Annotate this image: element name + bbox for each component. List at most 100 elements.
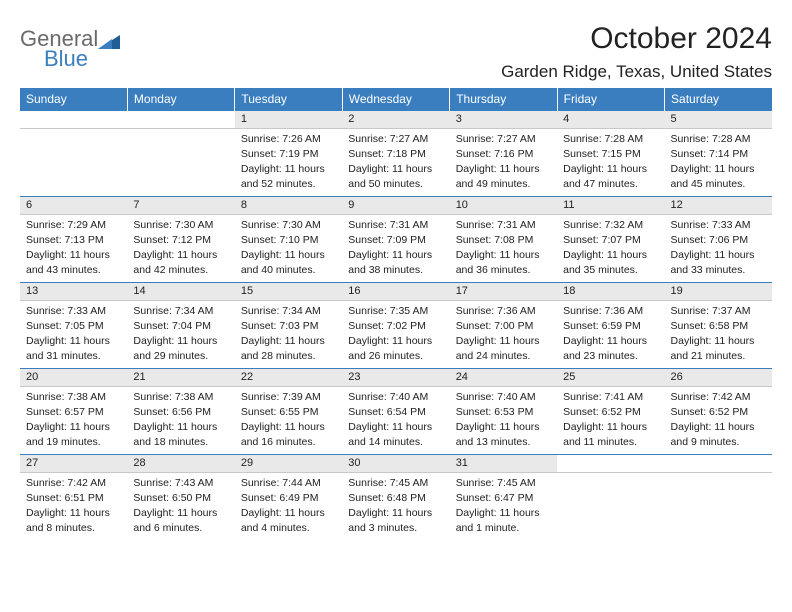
daylight-line: Daylight: 11 hours and 29 minutes. (133, 334, 228, 362)
weekday-header: Wednesday (342, 88, 449, 111)
day-number-row: 20212223242526 (20, 369, 772, 387)
day-number-row: 12345 (20, 111, 772, 129)
sunset-line: Sunset: 7:09 PM (348, 233, 443, 247)
day-body-cell (127, 129, 234, 197)
daylight-line: Daylight: 11 hours and 3 minutes. (348, 506, 443, 534)
day-body-cell: Sunrise: 7:34 AMSunset: 7:03 PMDaylight:… (235, 301, 342, 369)
day-body-cell: Sunrise: 7:40 AMSunset: 6:54 PMDaylight:… (342, 387, 449, 455)
day-number-cell: 31 (450, 455, 557, 473)
sunset-line: Sunset: 6:47 PM (456, 491, 551, 505)
sunset-line: Sunset: 6:48 PM (348, 491, 443, 505)
sunrise-line: Sunrise: 7:28 AM (563, 132, 658, 146)
day-number-cell: 30 (342, 455, 449, 473)
sunrise-line: Sunrise: 7:44 AM (241, 476, 336, 490)
daylight-line: Daylight: 11 hours and 6 minutes. (133, 506, 228, 534)
day-number-cell: 26 (665, 369, 772, 387)
sunset-line: Sunset: 6:53 PM (456, 405, 551, 419)
sunrise-line: Sunrise: 7:42 AM (671, 390, 766, 404)
sunset-line: Sunset: 7:13 PM (26, 233, 121, 247)
sunset-line: Sunset: 7:07 PM (563, 233, 658, 247)
sunrise-line: Sunrise: 7:43 AM (133, 476, 228, 490)
day-number-cell: 6 (20, 197, 127, 215)
day-body-cell: Sunrise: 7:27 AMSunset: 7:16 PMDaylight:… (450, 129, 557, 197)
day-body-cell: Sunrise: 7:40 AMSunset: 6:53 PMDaylight:… (450, 387, 557, 455)
daylight-line: Daylight: 11 hours and 18 minutes. (133, 420, 228, 448)
day-number-cell: 24 (450, 369, 557, 387)
daylight-line: Daylight: 11 hours and 1 minute. (456, 506, 551, 534)
day-number-cell: 12 (665, 197, 772, 215)
day-body-cell (20, 129, 127, 197)
day-number-cell: 23 (342, 369, 449, 387)
daylight-line: Daylight: 11 hours and 23 minutes. (563, 334, 658, 362)
day-body-cell: Sunrise: 7:39 AMSunset: 6:55 PMDaylight:… (235, 387, 342, 455)
sunrise-line: Sunrise: 7:34 AM (133, 304, 228, 318)
sunset-line: Sunset: 7:04 PM (133, 319, 228, 333)
sunrise-line: Sunrise: 7:35 AM (348, 304, 443, 318)
daylight-line: Daylight: 11 hours and 24 minutes. (456, 334, 551, 362)
daylight-line: Daylight: 11 hours and 13 minutes. (456, 420, 551, 448)
day-body-cell (665, 473, 772, 541)
sunrise-line: Sunrise: 7:36 AM (456, 304, 551, 318)
sunrise-line: Sunrise: 7:29 AM (26, 218, 121, 232)
day-body-cell: Sunrise: 7:35 AMSunset: 7:02 PMDaylight:… (342, 301, 449, 369)
day-number-cell: 22 (235, 369, 342, 387)
day-number-cell: 15 (235, 283, 342, 301)
sunrise-line: Sunrise: 7:32 AM (563, 218, 658, 232)
sunset-line: Sunset: 6:54 PM (348, 405, 443, 419)
sunrise-line: Sunrise: 7:27 AM (456, 132, 551, 146)
daylight-line: Daylight: 11 hours and 42 minutes. (133, 248, 228, 276)
day-number-cell (557, 455, 664, 473)
day-number-cell: 1 (235, 111, 342, 129)
daylight-line: Daylight: 11 hours and 33 minutes. (671, 248, 766, 276)
day-body-cell: Sunrise: 7:30 AMSunset: 7:10 PMDaylight:… (235, 215, 342, 283)
sunrise-line: Sunrise: 7:45 AM (348, 476, 443, 490)
sunset-line: Sunset: 6:49 PM (241, 491, 336, 505)
sunrise-line: Sunrise: 7:27 AM (348, 132, 443, 146)
daylight-line: Daylight: 11 hours and 26 minutes. (348, 334, 443, 362)
sunrise-line: Sunrise: 7:42 AM (26, 476, 121, 490)
day-number-row: 6789101112 (20, 197, 772, 215)
sunset-line: Sunset: 6:55 PM (241, 405, 336, 419)
day-number-cell: 7 (127, 197, 234, 215)
day-body-cell: Sunrise: 7:38 AMSunset: 6:56 PMDaylight:… (127, 387, 234, 455)
sunrise-line: Sunrise: 7:31 AM (348, 218, 443, 232)
day-body-cell: Sunrise: 7:31 AMSunset: 7:09 PMDaylight:… (342, 215, 449, 283)
sunrise-line: Sunrise: 7:37 AM (671, 304, 766, 318)
sunset-line: Sunset: 6:58 PM (671, 319, 766, 333)
daylight-line: Daylight: 11 hours and 11 minutes. (563, 420, 658, 448)
day-number-cell: 11 (557, 197, 664, 215)
daylight-line: Daylight: 11 hours and 8 minutes. (26, 506, 121, 534)
weekday-header: Friday (557, 88, 664, 111)
day-body-row: Sunrise: 7:33 AMSunset: 7:05 PMDaylight:… (20, 301, 772, 369)
day-number-cell (20, 111, 127, 129)
sunrise-line: Sunrise: 7:30 AM (241, 218, 336, 232)
day-number-row: 13141516171819 (20, 283, 772, 301)
sunset-line: Sunset: 7:15 PM (563, 147, 658, 161)
daylight-line: Daylight: 11 hours and 36 minutes. (456, 248, 551, 276)
day-body-cell (557, 473, 664, 541)
day-body-cell: Sunrise: 7:33 AMSunset: 7:06 PMDaylight:… (665, 215, 772, 283)
sunset-line: Sunset: 7:00 PM (456, 319, 551, 333)
weekday-header: Sunday (20, 88, 127, 111)
weekday-header: Tuesday (235, 88, 342, 111)
day-number-cell (127, 111, 234, 129)
sunset-line: Sunset: 7:03 PM (241, 319, 336, 333)
day-body-cell: Sunrise: 7:38 AMSunset: 6:57 PMDaylight:… (20, 387, 127, 455)
day-body-cell: Sunrise: 7:28 AMSunset: 7:15 PMDaylight:… (557, 129, 664, 197)
sunrise-line: Sunrise: 7:40 AM (348, 390, 443, 404)
sunrise-line: Sunrise: 7:33 AM (671, 218, 766, 232)
brand-triangle-icon (98, 32, 120, 50)
day-body-cell: Sunrise: 7:30 AMSunset: 7:12 PMDaylight:… (127, 215, 234, 283)
sunset-line: Sunset: 7:05 PM (26, 319, 121, 333)
sunset-line: Sunset: 6:50 PM (133, 491, 228, 505)
day-body-cell: Sunrise: 7:31 AMSunset: 7:08 PMDaylight:… (450, 215, 557, 283)
daylight-line: Daylight: 11 hours and 28 minutes. (241, 334, 336, 362)
daylight-line: Daylight: 11 hours and 16 minutes. (241, 420, 336, 448)
day-body-cell: Sunrise: 7:37 AMSunset: 6:58 PMDaylight:… (665, 301, 772, 369)
sunset-line: Sunset: 7:16 PM (456, 147, 551, 161)
sunset-line: Sunset: 6:56 PM (133, 405, 228, 419)
day-body-cell: Sunrise: 7:26 AMSunset: 7:19 PMDaylight:… (235, 129, 342, 197)
weekday-header: Thursday (450, 88, 557, 111)
day-body-cell: Sunrise: 7:44 AMSunset: 6:49 PMDaylight:… (235, 473, 342, 541)
day-number-cell: 21 (127, 369, 234, 387)
